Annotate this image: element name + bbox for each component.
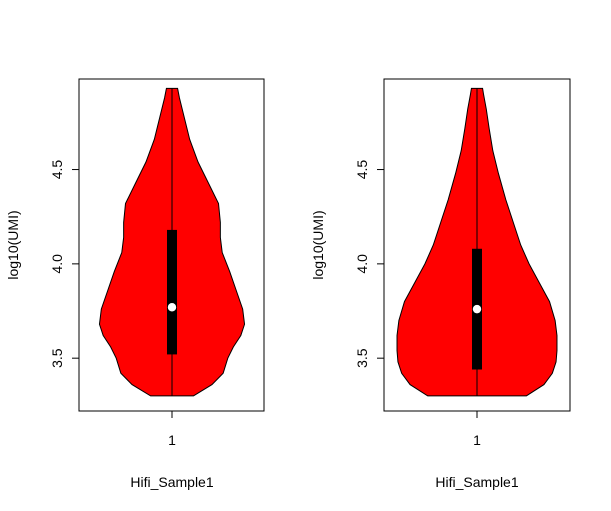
y-tick-label-1-2: 4.5: [49, 160, 65, 180]
iqr-box-1: [167, 229, 177, 355]
y-axis-label-1: log10(UMI): [5, 210, 21, 279]
x-axis-label-2: Hifi_Sample1: [435, 474, 518, 490]
x-tick-label-2: 1: [473, 432, 481, 448]
y-tick-label-2-0: 3.5: [354, 348, 370, 368]
y-axis-label-2: log10(UMI): [310, 210, 326, 279]
panel-2: 3.5 4.0 4.5 1 Hifi_Sample1 log10(UMI): [310, 78, 571, 490]
y-axis-ticks-2: 3.5 4.0 4.5: [354, 160, 384, 368]
median-dot-1: [167, 303, 177, 312]
y-axis-ticks-1: 3.5 4.0 4.5: [49, 160, 79, 368]
y-tick-label-1-0: 3.5: [49, 348, 65, 368]
y-tick-label-2-2: 4.5: [354, 160, 370, 180]
median-dot-2: [472, 304, 482, 314]
y-tick-label-2-1: 4.0: [354, 254, 370, 274]
y-tick-label-1-1: 4.0: [49, 254, 65, 274]
x-tick-label-1: 1: [168, 432, 176, 448]
panel-1: 3.5 4.0 4.5 1 Hifi_Sample1 log10(UMI): [5, 78, 265, 490]
x-axis-label-1: Hifi_Sample1: [130, 474, 213, 490]
